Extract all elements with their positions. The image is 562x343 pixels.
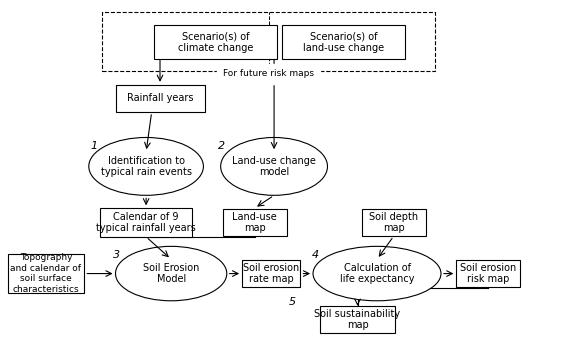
Ellipse shape xyxy=(313,246,441,301)
Text: 4: 4 xyxy=(312,250,319,260)
Text: Soil sustainability
map: Soil sustainability map xyxy=(315,309,401,330)
Bar xyxy=(362,209,425,236)
Text: For future risk maps: For future risk maps xyxy=(223,69,314,79)
Bar xyxy=(102,12,436,71)
Text: Soil Erosion
Model: Soil Erosion Model xyxy=(143,263,200,284)
Text: Calendar of 9
typical rainfall years: Calendar of 9 typical rainfall years xyxy=(96,212,196,233)
Text: 3: 3 xyxy=(114,250,120,260)
Text: Calculation of
life expectancy: Calculation of life expectancy xyxy=(340,263,414,284)
Bar xyxy=(242,260,301,287)
Text: 2: 2 xyxy=(219,141,225,151)
Bar xyxy=(7,254,84,293)
Text: Land-use
map: Land-use map xyxy=(232,212,277,233)
Bar xyxy=(320,306,395,333)
Text: Land-use change
model: Land-use change model xyxy=(232,156,316,177)
Text: Scenario(s) of
climate change: Scenario(s) of climate change xyxy=(178,32,253,53)
Bar xyxy=(283,25,405,59)
Text: Soil erosion
rate map: Soil erosion rate map xyxy=(243,263,300,284)
Bar xyxy=(100,208,192,237)
Text: Soil depth
map: Soil depth map xyxy=(369,212,418,233)
Bar xyxy=(223,209,287,236)
Text: Scenario(s) of
land-use change: Scenario(s) of land-use change xyxy=(303,32,384,53)
Bar xyxy=(116,85,205,112)
Bar xyxy=(155,25,277,59)
Text: 5: 5 xyxy=(288,297,296,307)
Text: 1: 1 xyxy=(90,141,98,151)
Text: Soil erosion
risk map: Soil erosion risk map xyxy=(460,263,516,284)
Ellipse shape xyxy=(116,246,227,301)
Ellipse shape xyxy=(221,138,328,195)
Text: Topography
and calendar of
soil surface
characteristics: Topography and calendar of soil surface … xyxy=(11,253,81,294)
Bar xyxy=(456,260,520,287)
Text: Identification to
typical rain events: Identification to typical rain events xyxy=(101,156,192,177)
Ellipse shape xyxy=(89,138,203,195)
Text: Rainfall years: Rainfall years xyxy=(127,93,193,103)
